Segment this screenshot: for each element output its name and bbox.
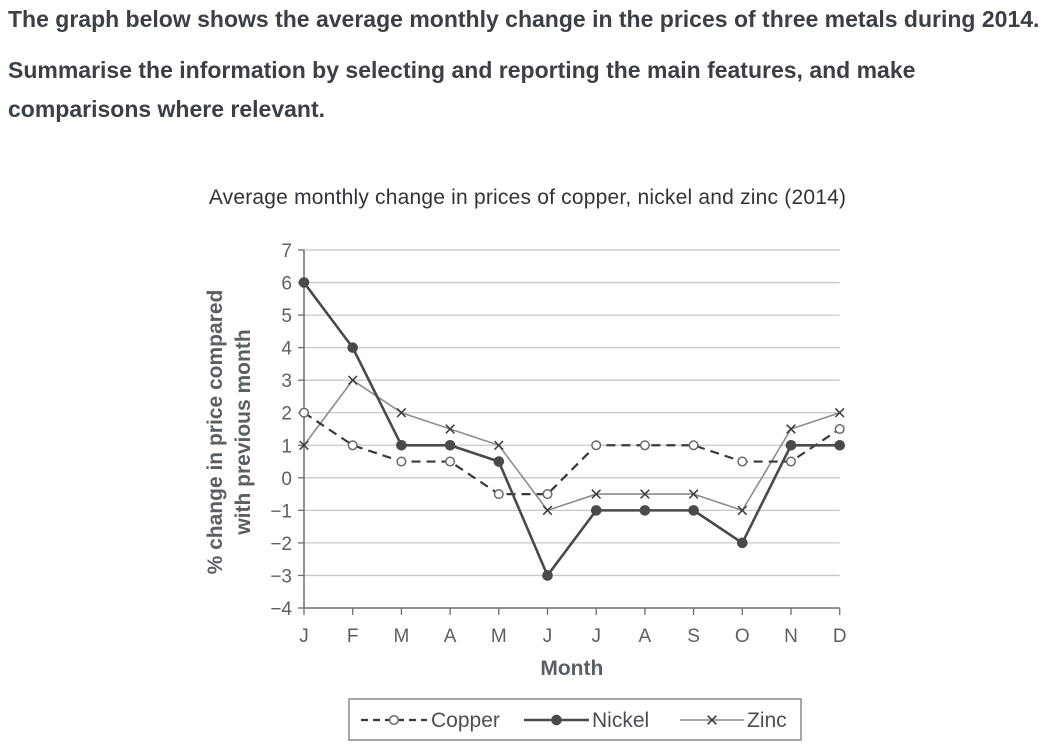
data-point-nickel [834, 439, 846, 451]
y-tick-label: −3 [270, 566, 292, 587]
y-tick-label: 0 [281, 469, 292, 490]
y-tick-label: −4 [270, 599, 292, 620]
legend-marker-nickel [551, 714, 562, 726]
data-point-copper [834, 423, 845, 435]
data-point-nickel [590, 505, 602, 516]
data-point-nickel [785, 439, 797, 451]
data-point-zinc [786, 424, 796, 434]
data-point-copper [493, 489, 504, 500]
x-axis-title: Month [540, 657, 603, 680]
data-point-zinc [737, 505, 748, 516]
data-point-nickel [688, 505, 699, 516]
data-point-zinc [299, 440, 309, 451]
y-tick-label: 5 [281, 306, 292, 327]
data-point-nickel [347, 342, 359, 353]
y-tick-label: −2 [270, 534, 292, 555]
legend-marker-zinc [707, 715, 717, 725]
data-point-nickel [737, 537, 748, 549]
series-line-zinc [303, 379, 840, 512]
legend-label-zinc: Zinc [747, 709, 787, 732]
y-axis-title: % change in price compared [204, 290, 227, 575]
data-point-zinc [640, 489, 650, 499]
y-tick-label: 6 [281, 274, 292, 295]
data-point-copper [445, 456, 456, 467]
legend-marker-copper [388, 714, 400, 726]
data-point-copper [347, 440, 358, 451]
data-point-nickel [444, 439, 456, 451]
series-line-nickel [302, 281, 840, 577]
data-point-copper [396, 456, 407, 467]
x-tick-label: N [784, 626, 798, 647]
x-tick-label: F [347, 626, 359, 647]
data-point-nickel [493, 456, 505, 467]
data-point-zinc [445, 424, 455, 434]
x-tick-label: M [393, 626, 409, 647]
x-tick-label: A [639, 626, 652, 647]
data-point-copper [688, 440, 699, 451]
data-point-copper [737, 456, 748, 467]
series-line-copper [303, 411, 841, 496]
data-point-copper [639, 440, 650, 451]
x-tick-label: J [543, 626, 553, 647]
y-tick-label: 7 [281, 241, 292, 262]
prompt-line-1: The graph below shows the average monthl… [8, 6, 1040, 32]
y-tick-label: 3 [281, 371, 292, 392]
x-tick-label: J [299, 626, 309, 647]
data-point-nickel [639, 505, 651, 516]
y-tick-label: −1 [270, 501, 292, 522]
x-tick-label: A [444, 626, 457, 647]
data-point-nickel [542, 570, 553, 581]
legend-label-copper: Copper [431, 709, 500, 732]
data-point-nickel [298, 277, 310, 288]
data-point-copper [298, 407, 310, 418]
y-tick-label: 1 [281, 436, 292, 457]
data-point-zinc [396, 407, 407, 418]
x-tick-label: D [833, 626, 847, 647]
chart-title: Average monthly change in prices of copp… [208, 186, 847, 209]
task-prompt: The graph below shows the average monthl… [8, 0, 1048, 129]
data-point-copper [542, 489, 553, 500]
data-point-copper [591, 440, 602, 451]
data-point-zinc [834, 407, 845, 418]
x-tick-label: J [591, 626, 601, 647]
data-point-zinc [591, 489, 602, 499]
data-point-nickel [396, 439, 407, 451]
data-point-zinc [688, 489, 699, 499]
x-tick-label: M [491, 626, 507, 647]
prompt-line-2: Summarise the information by selecting a… [8, 57, 916, 122]
y-tick-label: 2 [281, 404, 292, 425]
data-point-zinc [493, 440, 504, 451]
x-tick-label: O [735, 626, 750, 647]
data-point-zinc [542, 505, 553, 516]
data-point-zinc [347, 375, 358, 386]
y-tick-label: 4 [281, 339, 292, 360]
y-axis-title: with previous month [232, 329, 255, 535]
data-point-copper [785, 456, 797, 467]
x-tick-label: S [687, 626, 700, 647]
legend-label-nickel: Nickel [592, 709, 649, 732]
